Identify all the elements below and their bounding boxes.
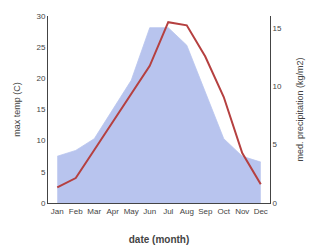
svg-text:Oct: Oct [218, 207, 231, 216]
svg-text:max temp (C): max temp (C) [12, 82, 22, 137]
svg-text:Nov: Nov [235, 207, 249, 216]
svg-text:date (month): date (month) [129, 234, 190, 245]
svg-text:15: 15 [36, 105, 45, 114]
svg-text:5: 5 [273, 140, 278, 149]
svg-text:med. precipitation (kg/m2): med. precipitation (kg/m2) [295, 57, 305, 161]
svg-text:5: 5 [41, 168, 46, 177]
svg-text:25: 25 [36, 43, 45, 52]
svg-text:0: 0 [273, 199, 278, 208]
svg-text:10: 10 [273, 82, 282, 91]
svg-text:30: 30 [36, 12, 45, 21]
svg-text:Sep: Sep [198, 207, 213, 216]
svg-text:May: May [124, 207, 139, 216]
svg-text:Jan: Jan [51, 207, 64, 216]
svg-text:20: 20 [36, 74, 45, 83]
svg-text:0: 0 [41, 199, 46, 208]
svg-text:Feb: Feb [69, 207, 83, 216]
svg-text:10: 10 [36, 136, 45, 145]
svg-text:Jul: Jul [163, 207, 173, 216]
svg-text:Dec: Dec [254, 207, 268, 216]
svg-text:Jun: Jun [143, 207, 156, 216]
svg-text:Mar: Mar [87, 207, 101, 216]
svg-text:15: 15 [273, 23, 282, 32]
svg-text:Aug: Aug [180, 207, 194, 216]
svg-text:Apr: Apr [107, 207, 120, 216]
